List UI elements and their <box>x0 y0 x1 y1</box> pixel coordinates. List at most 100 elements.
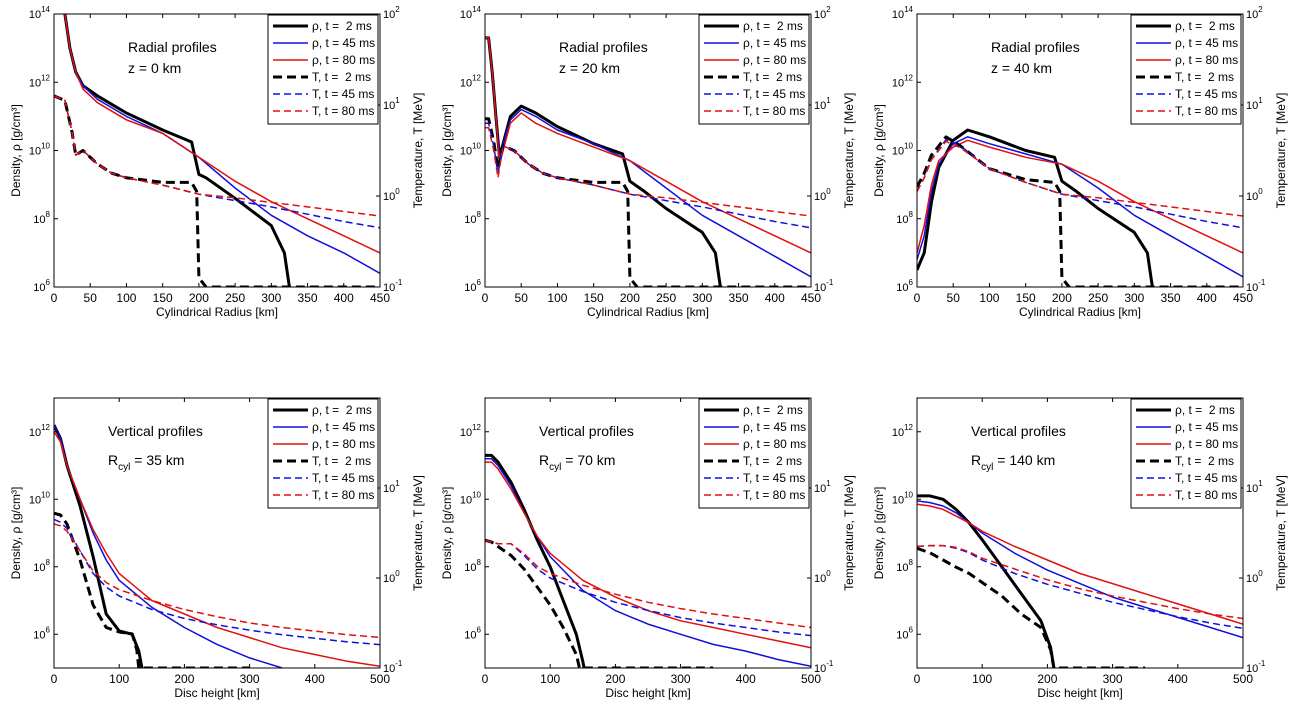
legend-box <box>1130 14 1242 125</box>
series-line-5 <box>54 95 380 229</box>
series-line-1 <box>917 128 1154 287</box>
series-line-3 <box>54 431 380 668</box>
chart-panel-4: 0 100 200 300 400 500 106 108 1010 1012 10-1 100 101… <box>9 397 425 700</box>
y2-axis-label: Temperature, T [MeV] <box>411 93 425 209</box>
x-tick-label: 450 <box>801 291 821 305</box>
x-tick-label: 450 <box>370 291 390 305</box>
series-line-2 <box>485 458 811 668</box>
y2-axis-label: Temperature, T [MeV] <box>411 475 425 591</box>
panel-subtitle: Rcyl = 35 km <box>108 452 184 473</box>
series-line-2 <box>917 136 1243 278</box>
series-line-4 <box>917 546 1146 668</box>
x-tick-label: 250 <box>656 291 676 305</box>
y-tick-label: 1014 <box>29 5 51 21</box>
x-tick-label: 200 <box>1037 672 1057 686</box>
legend-label: ρ, t = 45 ms <box>743 420 806 434</box>
x-tick-label: 50 <box>947 291 961 305</box>
legend-label: ρ, t = 45 ms <box>743 36 806 50</box>
legend-label: T, t = 2 ms <box>1175 70 1234 84</box>
y-tick-label: 1014 <box>892 5 914 21</box>
legend-label: ρ, t = 45 ms <box>1175 420 1238 434</box>
panel-group-title: Radial profiles <box>559 39 648 55</box>
chart-panel-2: 0 50 100 150 200 250 300 350 400 450 106 108 1010 101… <box>440 5 856 319</box>
legend-label: T, t = 80 ms <box>312 488 374 502</box>
x-tick-label: 300 <box>671 672 691 686</box>
x-tick-label: 0 <box>51 291 58 305</box>
panel-group-title: Vertical profiles <box>539 423 634 439</box>
legend-box <box>698 398 810 509</box>
legend-label: ρ, t = 45 ms <box>1175 36 1238 50</box>
y-tick-label: 108 <box>464 558 481 574</box>
panel-subtitle: z = 40 km <box>991 60 1052 76</box>
chart-panel-6: 0 100 200 300 400 500 106 108 1010 1012 10-1 100 101… <box>872 397 1288 700</box>
x-axis-label: Disc height [km] <box>1037 686 1122 700</box>
y-tick-label: 106 <box>464 278 481 294</box>
x-tick-label: 450 <box>1233 291 1253 305</box>
panel-subtitle: z = 0 km <box>128 60 181 76</box>
y2-tick-label: 100 <box>1246 569 1263 585</box>
series-line-3 <box>485 37 811 254</box>
y2-tick-label: 102 <box>814 5 831 21</box>
series-line-6 <box>485 127 811 217</box>
legend-label: ρ, t = 80 ms <box>743 53 806 67</box>
y2-tick-label: 101 <box>383 479 400 495</box>
legend-label: T, t = 2 ms <box>1175 454 1234 468</box>
legend-box <box>698 14 810 125</box>
y-tick-label: 1012 <box>29 73 51 89</box>
y-tick-label: 1012 <box>892 73 914 89</box>
y2-tick-label: 100 <box>383 569 400 585</box>
x-tick-label: 0 <box>482 672 489 686</box>
series-line-1 <box>485 453 586 668</box>
y2-tick-label: 101 <box>814 96 831 112</box>
legend-label: ρ, t = 45 ms <box>312 420 375 434</box>
series-line-5 <box>485 122 811 229</box>
y2-axis-label: Temperature, T [MeV] <box>1274 475 1288 591</box>
series-line-4 <box>917 135 1243 287</box>
x-tick-label: 300 <box>240 672 260 686</box>
y-axis-label: Density, ρ [g/cm³] <box>9 487 23 580</box>
x-tick-label: 0 <box>914 291 921 305</box>
x-axis-label: Disc height [km] <box>174 686 259 700</box>
legend-label: T, t = 2 ms <box>743 70 802 84</box>
series-group <box>917 128 1243 287</box>
x-axis-label: Cylindrical Radius [km] <box>156 305 278 319</box>
x-tick-label: 250 <box>225 291 245 305</box>
legend-label: T, t = 80 ms <box>743 488 805 502</box>
series-line-3 <box>917 139 1243 254</box>
x-tick-label: 200 <box>189 291 209 305</box>
legend-label: ρ, t = 2 ms <box>743 19 803 33</box>
panel-group-title: Vertical profiles <box>108 423 203 439</box>
x-axis-label: Cylindrical Radius [km] <box>1019 305 1141 319</box>
y-tick-label: 1010 <box>460 142 482 158</box>
series-line-4 <box>54 94 380 287</box>
legend-label: T, t = 80 ms <box>1175 104 1237 118</box>
legend-label: T, t = 80 ms <box>312 104 374 118</box>
axes-frame <box>484 397 812 669</box>
legend-label: ρ, t = 80 ms <box>312 437 375 451</box>
y-tick-label: 108 <box>33 210 50 226</box>
legend: ρ, t = 2 ms ρ, t = 45 ms ρ, t = 80 ms T, t … <box>698 14 810 125</box>
x-tick-label: 300 <box>692 291 712 305</box>
x-tick-label: 50 <box>84 291 98 305</box>
x-tick-label: 350 <box>729 291 749 305</box>
legend-label: ρ, t = 2 ms <box>743 403 803 417</box>
series-line-6 <box>485 539 811 629</box>
series-line-1 <box>917 494 1056 668</box>
x-tick-label: 300 <box>1103 672 1123 686</box>
y-tick-label: 1012 <box>460 73 482 89</box>
y2-tick-label: 101 <box>1246 479 1263 495</box>
legend-label: T, t = 45 ms <box>743 471 805 485</box>
series-line-5 <box>917 544 1243 630</box>
x-tick-label: 100 <box>540 672 560 686</box>
x-axis-label: Cylindrical Radius [km] <box>587 305 709 319</box>
x-tick-label: 0 <box>482 291 489 305</box>
legend-label: T, t = 45 ms <box>1175 87 1237 101</box>
x-tick-label: 150 <box>584 291 604 305</box>
y-tick-label: 106 <box>896 625 913 641</box>
chart-panel-1: 0 50 100 150 200 250 300 350 400 450 106 108 1010 101… <box>9 5 425 319</box>
y2-tick-label: 100 <box>814 187 831 203</box>
x-tick-label: 400 <box>334 291 354 305</box>
x-tick-label: 400 <box>765 291 785 305</box>
y-axis-label: Density, ρ [g/cm³] <box>440 104 454 197</box>
x-tick-label: 150 <box>153 291 173 305</box>
